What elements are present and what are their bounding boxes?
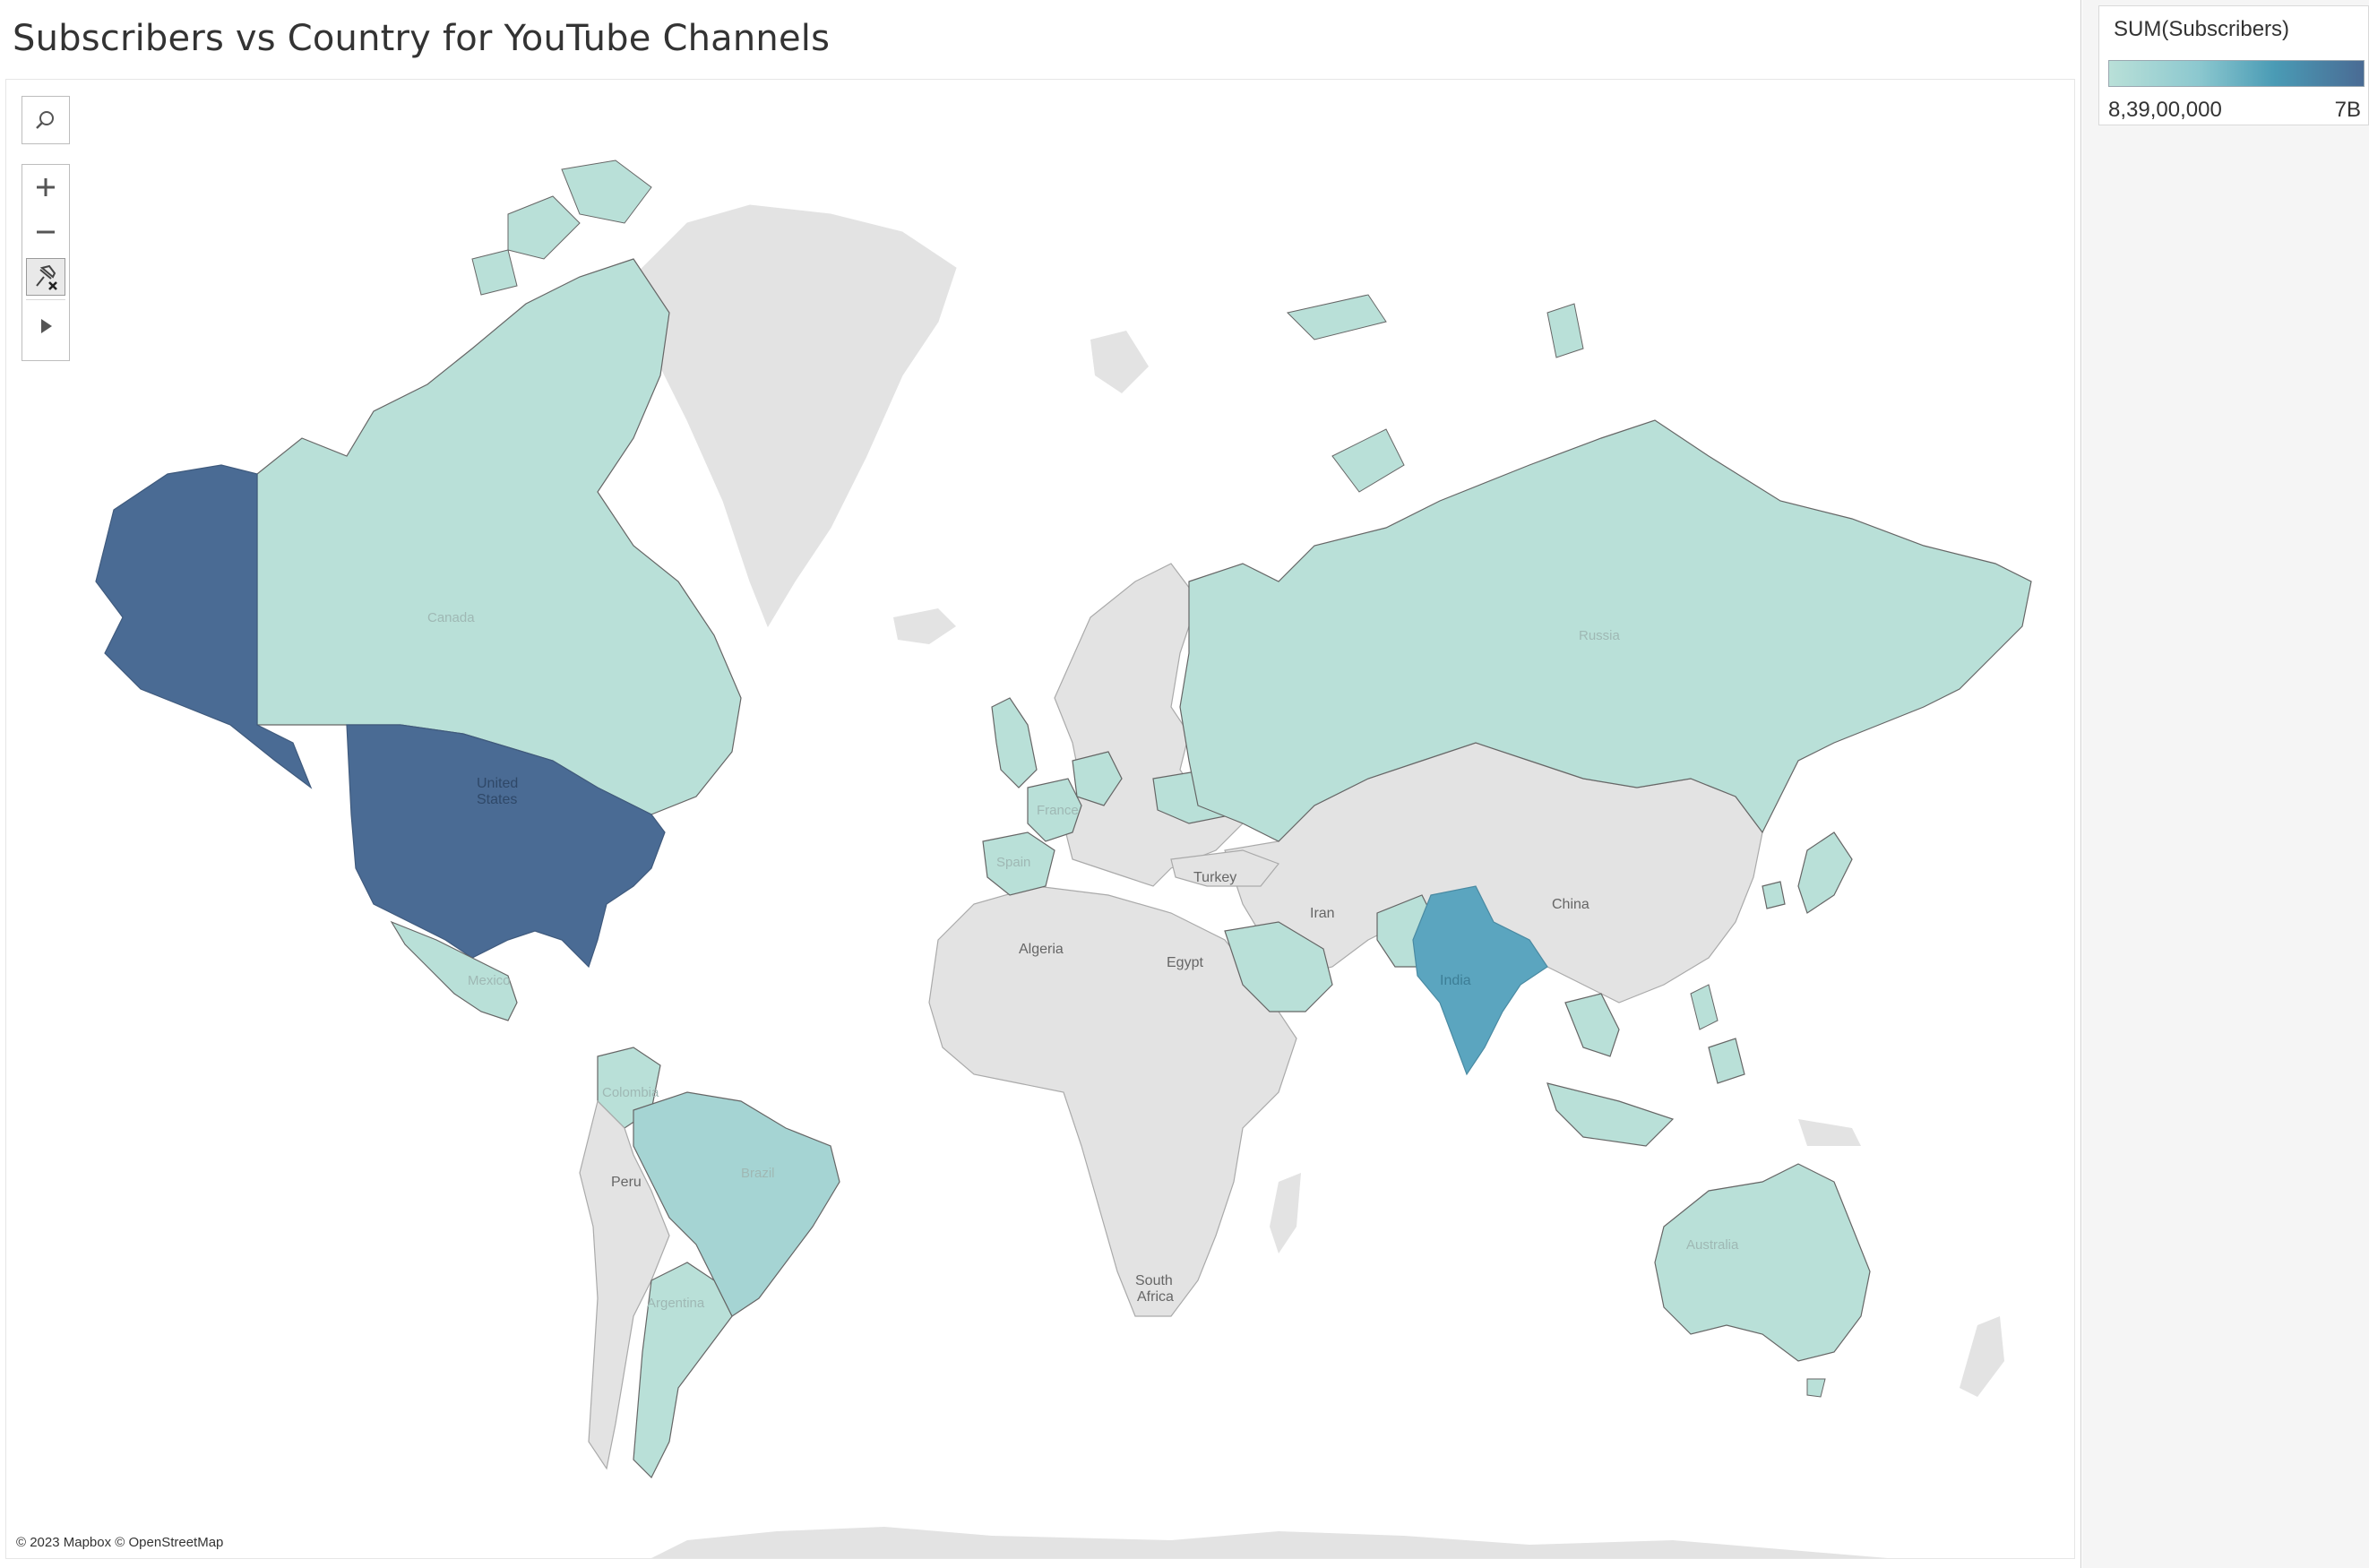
map-label-russia: Russia	[1579, 628, 1621, 643]
australia-shape[interactable]	[1654, 1163, 1871, 1362]
minus-icon	[37, 230, 55, 234]
russia-islands-shape	[1287, 294, 1584, 493]
zoom-in-button[interactable]	[22, 165, 69, 210]
legend-max-label: 7B	[2334, 98, 2361, 122]
map-label-united-states-2: States	[477, 792, 517, 807]
canada-islands-shape	[471, 159, 652, 296]
map-label-france: France	[1037, 803, 1079, 818]
map-label-united-states-1: United	[477, 776, 518, 791]
map-label-colombia: Colombia	[602, 1085, 659, 1100]
map-label-australia: Australia	[1686, 1237, 1739, 1253]
legend-color-ramp	[2108, 60, 2365, 87]
saudi-arabia-shape[interactable]	[1224, 921, 1333, 1012]
argentina-shape[interactable]	[633, 1262, 733, 1479]
map-label-canada: Canada	[427, 610, 475, 625]
map-zoom-toolbar	[22, 164, 70, 361]
map-label-brazil: Brazil	[741, 1166, 775, 1181]
greenland-shape	[633, 204, 957, 628]
spain-shape[interactable]	[982, 831, 1055, 896]
france-shape[interactable]	[1027, 778, 1082, 842]
tasmania-shape	[1806, 1378, 1826, 1398]
map-attribution[interactable]: © 2023 Mapbox © OpenStreetMap	[13, 1534, 227, 1551]
worksheet-title: Subscribers vs Country for YouTube Chann…	[13, 18, 831, 59]
antarctica-shape	[651, 1527, 1888, 1558]
expand-toolbar-button[interactable]	[22, 300, 69, 352]
brazil-shape[interactable]	[633, 1091, 840, 1317]
south-america-nodata-shape	[579, 1099, 670, 1470]
papua-shape	[1798, 1119, 1861, 1146]
southeast-asia-shape[interactable]	[1546, 993, 1745, 1147]
legend-panel: SUM(Subscribers) 8,39,00,000 7B	[2082, 0, 2369, 1568]
plus-icon	[37, 178, 55, 196]
map-label-mexico: Mexico	[468, 973, 511, 988]
color-legend[interactable]: SUM(Subscribers) 8,39,00,000 7B	[2098, 5, 2369, 125]
pin-reset-icon	[36, 264, 57, 290]
map-view[interactable]: Canada United States Mexico Colombia Bra…	[5, 79, 2075, 1559]
map-search-tool[interactable]	[22, 96, 70, 144]
legend-title: SUM(Subscribers)	[2114, 17, 2290, 41]
india-shape[interactable]	[1412, 885, 1548, 1076]
map-label-china: China	[1552, 897, 1589, 912]
russia-shape[interactable]	[1179, 419, 2032, 842]
germany-shape[interactable]	[1072, 751, 1123, 806]
madagascar-shape	[1270, 1173, 1301, 1254]
svalbard-shape	[1090, 331, 1149, 393]
play-arrow-icon	[41, 319, 52, 333]
united-kingdom-shape[interactable]	[991, 697, 1038, 788]
toolbar-divider	[26, 299, 65, 300]
world-map[interactable]: Canada United States Mexico Colombia Bra…	[6, 80, 2074, 1558]
new-zealand-shape	[1960, 1316, 2004, 1397]
philippines-shape[interactable]	[1690, 984, 1719, 1030]
japan-shape[interactable]	[1797, 831, 1853, 914]
iceland-shape	[893, 608, 956, 644]
reset-map-button[interactable]	[26, 258, 65, 296]
united-states-shape[interactable]	[346, 724, 666, 969]
turkey-shape	[1170, 849, 1279, 887]
map-label-iran: Iran	[1310, 906, 1335, 921]
mexico-shape[interactable]	[390, 920, 518, 1021]
map-label-argentina: Argentina	[647, 1296, 705, 1311]
map-label-algeria: Algeria	[1019, 942, 1064, 957]
legend-min-label: 8,39,00,000	[2108, 98, 2222, 122]
map-label-india: India	[1440, 973, 1471, 988]
zoom-out-button[interactable]	[22, 210, 69, 254]
map-label-south-africa-1: South	[1135, 1273, 1173, 1288]
map-label-egypt: Egypt	[1167, 955, 1203, 970]
map-label-spain: Spain	[996, 855, 1030, 870]
south-korea-shape[interactable]	[1762, 881, 1786, 909]
map-label-south-africa-2: Africa	[1137, 1289, 1174, 1305]
search-icon[interactable]	[22, 97, 69, 143]
africa-shape	[928, 885, 1297, 1317]
worksheet: Subscribers vs Country for YouTube Chann…	[5, 0, 2081, 1568]
alaska-shape[interactable]	[95, 464, 313, 789]
map-label-turkey: Turkey	[1193, 870, 1236, 885]
map-label-peru: Peru	[611, 1175, 642, 1190]
